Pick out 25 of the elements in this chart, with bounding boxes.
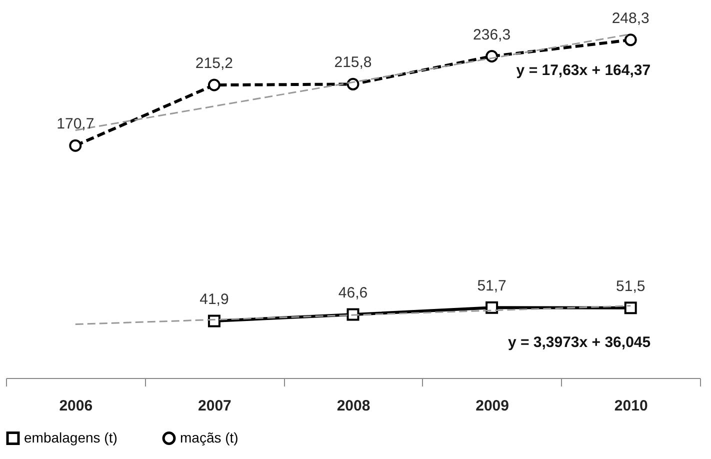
- x-tick-label: 2008: [336, 398, 370, 414]
- point: [624, 34, 637, 46]
- annotation: y = 17,63x + 164,37: [516, 62, 651, 80]
- data-label: 215,2: [195, 54, 233, 72]
- x-tick-label: 2007: [198, 398, 232, 414]
- data-label: 51,5: [616, 278, 646, 295]
- point: [208, 78, 220, 92]
- x-tick-label: 2006: [59, 398, 93, 414]
- point: [346, 308, 360, 321]
- x-tick-label: 2009: [476, 398, 509, 414]
- data-label: 215,8: [334, 54, 372, 72]
- point: [69, 139, 82, 152]
- data-label: 248,3: [612, 10, 650, 27]
- data-label: 236,3: [473, 26, 511, 44]
- point: [486, 301, 498, 314]
- data-label: 51,7: [477, 278, 506, 295]
- x-tick-label: 2010: [614, 398, 648, 414]
- data-label: 170,7: [56, 116, 94, 133]
- point: [208, 314, 220, 328]
- data-label: 41,9: [200, 290, 229, 308]
- data-label: 46,6: [338, 284, 368, 302]
- legend-label: maçãs (t): [180, 429, 238, 446]
- legend-label: embalagens (t): [24, 429, 118, 446]
- text: y = 3,3973x + 36,045: [508, 334, 651, 351]
- point: [624, 302, 637, 314]
